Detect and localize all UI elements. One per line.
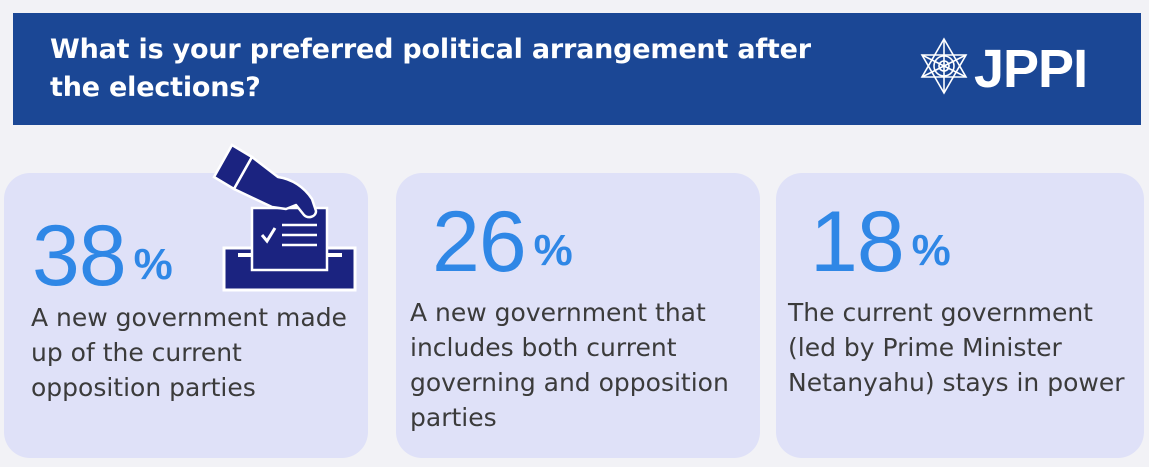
percent-sign-3: % (911, 226, 951, 275)
percent-number-1: 38 (32, 208, 127, 304)
ballot-box-icon (212, 143, 357, 292)
percent-value-3: 18% (810, 199, 951, 285)
page-title: What is your preferred political arrange… (50, 34, 811, 103)
percent-number-3: 18 (810, 194, 905, 290)
logo-text: JPPI (974, 39, 1088, 99)
jppi-logo: JPPI (916, 33, 1096, 103)
percent-sign-2: % (533, 226, 573, 275)
card-description-2: A new government that includes both curr… (410, 298, 729, 432)
result-card-2: 26% A new government that includes both … (396, 173, 760, 458)
result-card-3: 18% The current government (led by Prime… (776, 173, 1144, 458)
star-of-david-icon (920, 37, 968, 95)
percent-sign-1: % (133, 240, 173, 289)
percent-value-1: 38% (32, 213, 173, 299)
percent-value-2: 26% (432, 199, 573, 285)
header-banner: What is your preferred political arrange… (13, 13, 1141, 125)
card-description-3: The current government (led by Prime Min… (788, 298, 1125, 397)
card-description-1: A new government made up of the current … (31, 303, 347, 402)
percent-number-2: 26 (432, 194, 527, 290)
